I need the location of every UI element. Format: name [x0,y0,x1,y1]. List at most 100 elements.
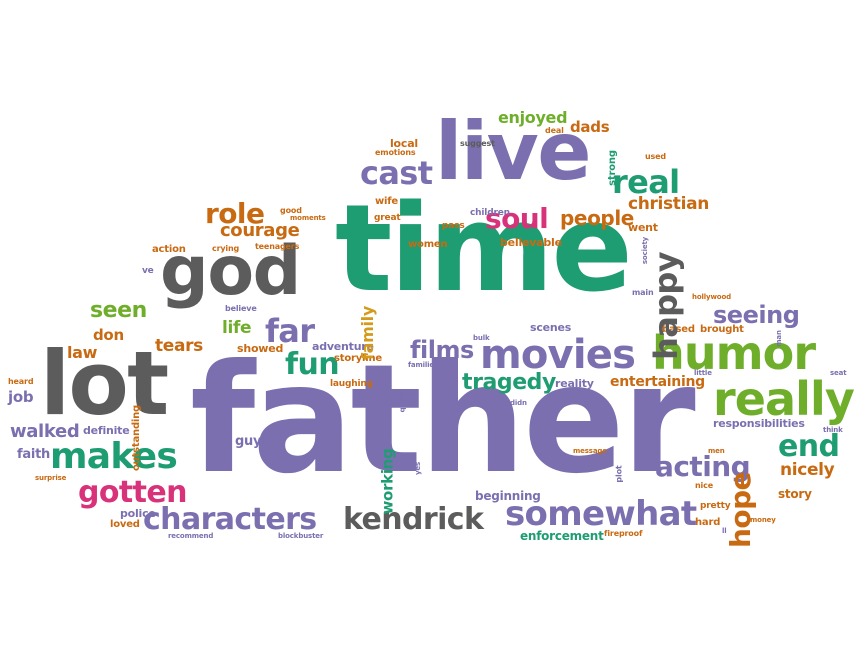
word-children: children [470,208,510,218]
word-tragedy: tragedy [462,370,556,395]
word-bulk: bulk [473,334,490,342]
word-dads: dads [570,118,610,136]
word-god: god [160,232,301,311]
word-seat: seat [830,369,847,377]
word-message: message [573,447,607,455]
word-kendrick: kendrick [343,502,484,537]
word-ll: ll [722,527,727,535]
word-blockbuster: blockbuster [278,532,324,540]
word-lot: lot [40,332,169,435]
word-nice: nice [695,481,713,490]
word-live: live [435,105,591,198]
word-laughing: laughing [330,379,373,389]
word-main: main [632,288,654,297]
word-brought: brought [700,324,744,335]
word-soul: soul [485,202,549,235]
word-nicely: nicely [780,460,835,480]
word-father: father [190,333,696,507]
word-deal: deal [545,126,564,135]
word-really: really [713,372,855,426]
word-guys: guys [235,434,269,449]
word-faith: faith [17,447,51,462]
word-pretty: pretty [700,501,731,511]
word-man: man [774,330,783,347]
word-hard: hard [695,517,721,528]
word-crying: crying [212,244,240,253]
word-tears: tears [155,336,203,356]
word-fun: fun [285,347,340,382]
word-good: good [280,206,302,215]
word-pass: pass [442,221,465,231]
word-beginning: beginning [475,489,541,503]
word-men: men [708,447,725,455]
word-working: working [378,448,396,514]
word-money: money [750,516,776,524]
word-far: far [265,312,315,350]
word-life: life [222,318,252,338]
word-enforcement: enforcement [520,529,604,543]
word-surprise: surprise [35,474,67,482]
word-plot: plot [614,464,624,483]
word-teenagers: teenagers [255,242,300,251]
word-somewhat: somewhat [505,494,697,534]
word-seeing: seeing [713,301,800,329]
word-scenes: scenes [530,321,572,334]
word-definite: definite [83,424,130,437]
word-families: families [408,361,439,369]
word-walked: walked [10,421,80,442]
word-heard: heard [8,377,34,386]
word-believable: believable [500,236,562,249]
word-entertaining: entertaining [610,374,705,390]
word-based: based [662,324,695,335]
word-didn: didn [510,399,527,407]
word-emotions: emotions [375,148,416,157]
word-hope: hope [723,472,757,548]
word-outstanding: outstanding [131,404,143,472]
word-little: little [694,369,712,377]
word-strong: strong [606,150,618,186]
word-christian: christian [628,194,709,214]
word-ve: ve [142,266,154,276]
word-people: people [560,206,634,230]
word-went: went [628,221,658,234]
word-used: used [645,152,666,161]
word-storyline: storyline [334,353,383,364]
word-showed: showed [237,342,284,355]
word-think: think [823,426,843,434]
word-women: women [408,239,448,250]
word-movies: movies [480,332,636,378]
word-job: job [8,388,34,406]
word-loved: loved [110,519,140,530]
word-quite: quite [397,392,406,412]
word-family: family [357,306,377,360]
word-makes: makes [50,436,178,477]
word-believe: believe [225,304,257,313]
word-enjoyed: enjoyed [498,108,568,127]
word-yes: yes [414,461,423,476]
word-adventure: adventure [312,340,374,353]
word-local: local [390,137,418,150]
word-films: films [410,336,474,364]
word-fireproof: fireproof [604,529,643,538]
word-reality: reality [555,377,594,390]
word-humor: humor [652,326,816,380]
word-great: great [374,213,401,223]
word-courage: courage [220,220,300,241]
word-time: time [335,180,633,319]
word-cast: cast [360,154,433,192]
word-hollywood: hollywood [692,293,731,301]
word-police: police [120,507,156,520]
word-story: story [778,487,812,501]
word-suggest: suggest [460,139,495,148]
word-recommend: recommend [168,532,214,540]
word-society: society [641,236,650,265]
word-happy: happy [646,252,685,360]
word-real: real [612,163,680,201]
word-acting: acting [655,450,751,483]
word-moments: moments [290,214,326,222]
word-wife: wife [375,196,398,207]
word-action: action [152,244,186,255]
word-characters: characters [143,502,317,537]
word-don: don [93,326,124,344]
